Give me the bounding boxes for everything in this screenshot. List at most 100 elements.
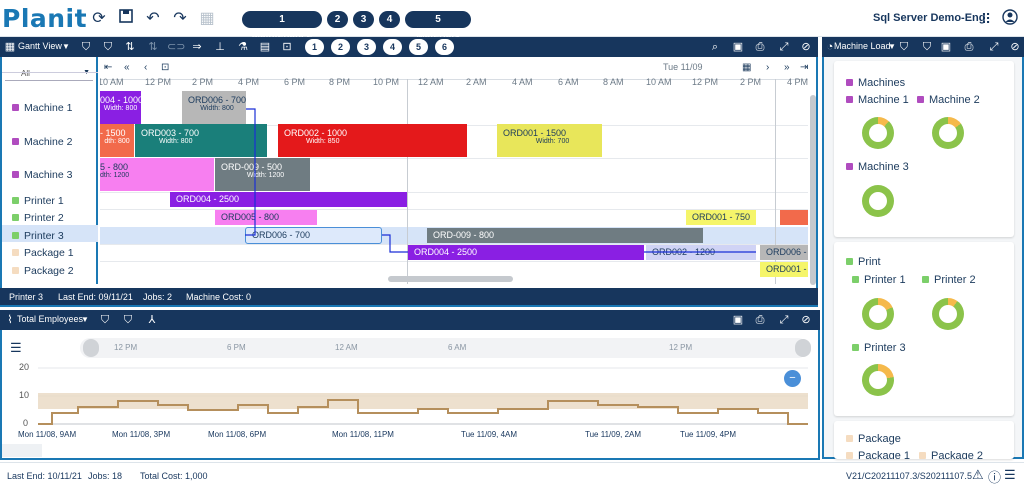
pill-4[interactable]: 4 bbox=[379, 11, 400, 28]
order-bar[interactable]: ORD001 - 7 bbox=[760, 262, 808, 277]
resource-row[interactable]: Printer 2 bbox=[12, 212, 64, 224]
navigator-handle-right[interactable] bbox=[795, 339, 811, 357]
order-bar-selected[interactable]: ORD006 - 700 bbox=[245, 227, 382, 244]
prev-fast-icon[interactable]: « bbox=[124, 62, 130, 73]
load-donut[interactable] bbox=[862, 364, 894, 396]
expand-icon[interactable]: ⤢ bbox=[779, 41, 789, 53]
pill-3[interactable]: 3 bbox=[353, 11, 374, 28]
unlink-icon[interactable]: ⇅ bbox=[148, 41, 158, 53]
dropdown-caret-icon[interactable]: ▼ bbox=[81, 315, 89, 324]
order-bar[interactable]: ORD-009 - 500 Width: 1200 bbox=[215, 158, 310, 191]
order-bar[interactable]: ORD002 - 1000 Width: 850 bbox=[278, 124, 467, 157]
machine-load-title[interactable]: Machine Load bbox=[834, 41, 891, 51]
order-bar[interactable] bbox=[780, 210, 808, 225]
first-page-icon[interactable]: ⇤ bbox=[104, 62, 113, 73]
navigator-handle-left[interactable] bbox=[83, 339, 99, 357]
pill-2[interactable]: 2 bbox=[327, 11, 348, 28]
pin-icon[interactable]: ⊥ bbox=[215, 41, 225, 53]
load-donut[interactable] bbox=[862, 117, 894, 149]
order-bar[interactable]: ORD003 - 700 Width: 800 bbox=[135, 124, 267, 157]
last-page-icon[interactable]: ⇥ bbox=[800, 62, 808, 73]
resource-row[interactable]: Package 2 bbox=[12, 265, 74, 277]
gantt-number-6[interactable]: 6 bbox=[435, 39, 454, 55]
load-donut[interactable] bbox=[862, 185, 894, 217]
zoom-out-button[interactable]: − bbox=[784, 370, 801, 387]
expand-icon[interactable]: ⤢ bbox=[989, 41, 999, 53]
merge-icon[interactable]: ⅄ bbox=[148, 314, 156, 326]
close-icon[interactable]: ⊘ bbox=[1010, 41, 1020, 53]
warning-icon[interactable]: ⚠ bbox=[972, 467, 984, 482]
user-icon[interactable] bbox=[1000, 9, 1020, 29]
chain-icon[interactable]: ⊂⊃ bbox=[167, 41, 186, 53]
order-bar[interactable]: 004 - 1000 Width: 800 bbox=[100, 91, 141, 124]
resource-row[interactable]: Machine 1 bbox=[12, 102, 72, 114]
vertical-scrollbar[interactable] bbox=[810, 95, 816, 285]
overview-navigator[interactable] bbox=[80, 338, 808, 358]
filter-icon[interactable]: ⛉ bbox=[899, 41, 909, 53]
load-donut[interactable] bbox=[932, 298, 964, 330]
expand-icon[interactable]: ⤢ bbox=[779, 314, 789, 326]
forward-icon[interactable]: ⇒ bbox=[192, 41, 202, 53]
filter-clear-icon[interactable]: ⛉ bbox=[103, 41, 113, 53]
refresh-icon[interactable]: ⟳ bbox=[92, 10, 106, 27]
filter-clear-icon[interactable]: ⛉ bbox=[123, 314, 133, 326]
load-donut[interactable] bbox=[932, 117, 964, 149]
gantt-number-3[interactable]: 3 bbox=[357, 39, 376, 55]
horizontal-scrollbar[interactable] bbox=[388, 276, 513, 282]
order-bar[interactable]: ORD-009 - 800 bbox=[427, 228, 703, 243]
gantt-number-5[interactable]: 5 bbox=[409, 39, 428, 55]
next-icon[interactable]: › bbox=[766, 62, 770, 73]
info-icon[interactable]: ⓘ bbox=[988, 470, 1002, 485]
order-bar[interactable]: - 1500 dth: 800 bbox=[100, 124, 134, 157]
order-bar[interactable]: 5 - 800 dth: 1200 bbox=[100, 158, 214, 191]
calculator-icon[interactable]: ▦ bbox=[199, 10, 215, 27]
order-bar[interactable]: ORD005 - 800 bbox=[215, 210, 317, 225]
gantt-number-2[interactable]: 2 bbox=[331, 39, 350, 55]
order-bar[interactable]: ORD006 - 700 Width: 800 bbox=[182, 91, 246, 124]
order-bar[interactable]: ORD001 - 750 bbox=[686, 210, 756, 225]
pill-maintenance[interactable]: 1 Maintenance bbox=[242, 11, 322, 42]
excel-icon[interactable]: ▣ bbox=[940, 41, 952, 53]
print-icon[interactable]: ⎙ bbox=[755, 314, 765, 326]
resource-row[interactable]: Printer 1 bbox=[12, 195, 64, 207]
gantt-number-1[interactable]: 1 bbox=[305, 39, 324, 55]
save-icon[interactable] bbox=[116, 9, 136, 29]
next-fast-icon[interactable]: » bbox=[784, 62, 790, 73]
resource-row[interactable]: Machine 3 bbox=[12, 169, 72, 181]
grid-menu-icon[interactable]: ⠿ bbox=[980, 11, 992, 27]
order-bar[interactable]: ORD004 - 2500 bbox=[170, 192, 407, 207]
gantt-number-4[interactable]: 4 bbox=[383, 39, 402, 55]
nodes-icon[interactable]: ⊡ bbox=[282, 41, 292, 53]
calendar-icon[interactable]: ▦ bbox=[742, 62, 752, 73]
print-icon[interactable]: ⎙ bbox=[964, 41, 974, 53]
menu-icon[interactable]: ☰ bbox=[1004, 467, 1016, 482]
filter-icon[interactable]: ⛉ bbox=[100, 314, 110, 326]
filter-icon[interactable]: ⛉ bbox=[81, 41, 91, 53]
resource-row[interactable]: Printer 3 bbox=[12, 230, 64, 242]
prev-icon[interactable]: ‹ bbox=[144, 62, 148, 73]
dropdown-caret-icon[interactable]: ▼ bbox=[888, 42, 896, 51]
close-icon[interactable]: ⊘ bbox=[801, 41, 811, 53]
pill-materials[interactable]: 5 Materials bbox=[405, 11, 471, 42]
resource-row[interactable]: Machine 2 bbox=[12, 136, 72, 148]
undo-icon[interactable]: ↶ bbox=[146, 10, 160, 27]
flask-icon[interactable]: ⚗ bbox=[238, 41, 248, 53]
load-donut[interactable] bbox=[862, 298, 894, 330]
excel-icon[interactable]: ▣ bbox=[732, 314, 744, 326]
order-bar[interactable]: ORD006 - bbox=[760, 245, 808, 260]
hamburger-icon[interactable]: ☰ bbox=[10, 340, 22, 355]
excel-icon[interactable]: ▣ bbox=[732, 41, 744, 53]
order-bar[interactable]: ORD004 - 2500 bbox=[408, 245, 644, 260]
dropdown-caret-icon[interactable]: ▼ bbox=[62, 42, 70, 51]
document-icon[interactable]: ▤ bbox=[259, 41, 271, 53]
order-bar[interactable]: ORD001 - 1500 Width: 700 bbox=[497, 124, 602, 157]
today-icon[interactable]: ⊡ bbox=[161, 62, 170, 73]
resource-row[interactable]: Package 1 bbox=[12, 247, 74, 259]
close-icon[interactable]: ⊘ bbox=[801, 314, 811, 326]
gantt-title[interactable]: Gantt View bbox=[18, 41, 62, 51]
search-icon[interactable]: ⌕ bbox=[711, 41, 719, 53]
employees-title[interactable]: Total Employees bbox=[17, 314, 84, 324]
filter-clear-icon[interactable]: ⛉ bbox=[922, 41, 932, 53]
print-icon[interactable]: ⎙ bbox=[755, 41, 765, 53]
resource-filter-select[interactable]: All ▼ bbox=[5, 67, 93, 81]
